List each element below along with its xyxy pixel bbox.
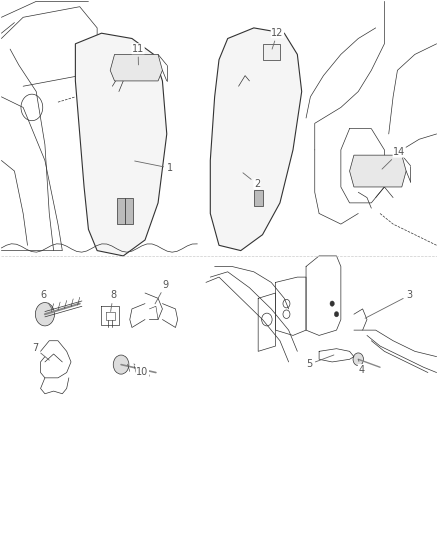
Text: 7: 7 bbox=[32, 343, 49, 360]
Text: 5: 5 bbox=[306, 355, 334, 369]
Text: 1: 1 bbox=[134, 161, 173, 173]
Polygon shape bbox=[110, 54, 162, 81]
Circle shape bbox=[35, 303, 54, 326]
Polygon shape bbox=[117, 198, 124, 224]
Text: 12: 12 bbox=[271, 28, 283, 49]
Polygon shape bbox=[350, 155, 406, 187]
Polygon shape bbox=[210, 28, 302, 251]
Text: 4: 4 bbox=[358, 359, 364, 375]
Circle shape bbox=[353, 353, 364, 366]
Text: 11: 11 bbox=[132, 44, 144, 65]
Text: 10: 10 bbox=[134, 364, 148, 377]
Circle shape bbox=[330, 301, 334, 306]
Polygon shape bbox=[254, 190, 262, 206]
Circle shape bbox=[334, 312, 339, 317]
Text: 8: 8 bbox=[110, 290, 117, 311]
Polygon shape bbox=[262, 44, 280, 60]
Text: 9: 9 bbox=[155, 280, 169, 304]
Polygon shape bbox=[125, 198, 133, 224]
Text: 6: 6 bbox=[41, 290, 52, 309]
Text: 2: 2 bbox=[243, 173, 260, 189]
Polygon shape bbox=[75, 33, 167, 256]
Text: 3: 3 bbox=[365, 290, 412, 318]
Circle shape bbox=[113, 355, 129, 374]
Text: 14: 14 bbox=[382, 147, 405, 169]
